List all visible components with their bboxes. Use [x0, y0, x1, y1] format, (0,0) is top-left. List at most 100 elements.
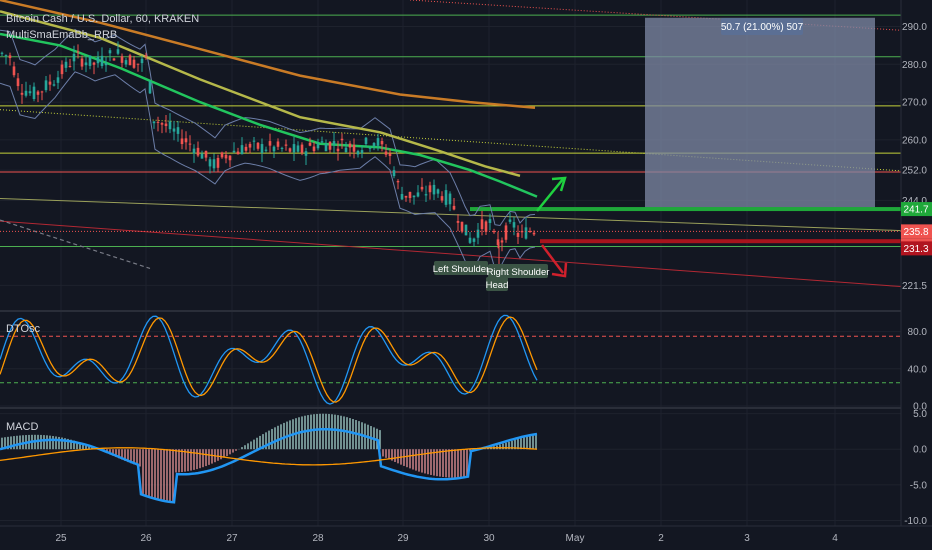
- candle-body: [252, 140, 256, 142]
- candle-body: [184, 138, 188, 143]
- price-tag-current-background: [901, 224, 932, 239]
- time-tick-label: 28: [312, 533, 324, 544]
- candle-body: [28, 91, 32, 94]
- time-tick-label: 30: [483, 533, 495, 544]
- candle-body: [196, 147, 200, 156]
- candle-body: [224, 154, 228, 159]
- candle-body: [8, 55, 12, 59]
- candle-body: [212, 159, 216, 169]
- bollinger-lower: [0, 71, 536, 270]
- candle-body: [268, 141, 272, 146]
- candle-body: [492, 231, 496, 233]
- dtosc-tick-label: 40.0: [908, 364, 928, 375]
- candle-body: [44, 80, 48, 91]
- macd-title: MACD: [6, 421, 38, 433]
- target-label-background: [721, 18, 803, 35]
- dtosc-slow-line: [0, 316, 538, 403]
- candle-body: [144, 55, 148, 57]
- price-tick-label: 290.0: [902, 22, 927, 33]
- candle-body: [296, 145, 300, 152]
- time-tick-label: 4: [832, 533, 838, 544]
- candle-body: [20, 92, 24, 95]
- candle-body: [56, 77, 60, 83]
- candle-body: [328, 141, 332, 150]
- candle-body: [152, 121, 156, 124]
- dtosc-pane[interactable]: [0, 314, 901, 405]
- trend-line-olive: [0, 197, 902, 232]
- candle-body: [332, 141, 336, 145]
- candle-body: [360, 150, 364, 154]
- macd-pane[interactable]: [0, 413, 538, 504]
- candle-body: [428, 185, 432, 193]
- price-pane[interactable]: 50.7 (21.00%) 507 Left Shoulder Head Right …: [0, 0, 902, 291]
- trend-line-red-dotted: [409, 0, 902, 31]
- candle-body: [4, 55, 8, 57]
- candle-body: [472, 238, 476, 242]
- candle-body: [72, 53, 76, 62]
- candle-body: [16, 78, 20, 87]
- candle-body: [64, 61, 68, 68]
- candle-body: [200, 153, 204, 159]
- candle-body: [84, 62, 88, 66]
- candle-body: [36, 91, 40, 95]
- time-tick-label: 2: [658, 533, 664, 544]
- candle-body: [12, 66, 16, 76]
- candle-body: [476, 229, 480, 238]
- target-label: 50.7 (21.00%) 507: [721, 22, 804, 33]
- candle-body: [60, 64, 64, 75]
- candle-body: [124, 60, 128, 65]
- candle-body: [532, 232, 536, 235]
- candle-body: [48, 81, 52, 85]
- time-axis[interactable]: [0, 526, 901, 550]
- candle-body: [80, 58, 84, 67]
- time-tick-label: 26: [140, 533, 152, 544]
- candle-body: [236, 151, 240, 155]
- ma-green: [0, 32, 538, 198]
- candle-body: [160, 123, 164, 125]
- candle-body: [116, 49, 120, 54]
- bullish-arrow-head: [551, 176, 567, 192]
- candle-body: [344, 147, 348, 153]
- candle-body: [524, 227, 528, 239]
- candle-body: [188, 143, 192, 145]
- candle-body: [412, 195, 416, 198]
- time-tick-label: 29: [397, 533, 409, 544]
- pattern-label-background: [486, 277, 508, 291]
- price-tag-lower-background: [901, 241, 932, 256]
- candle-body: [456, 221, 460, 223]
- breakout-level-bar: [470, 207, 901, 212]
- price-tag-breakout: 241.7: [903, 205, 928, 216]
- target-projection-box: [645, 17, 875, 210]
- candle-body: [108, 50, 112, 54]
- candle-body: [464, 224, 468, 236]
- bearish-arrow: [541, 244, 564, 274]
- candle-body: [104, 63, 108, 66]
- candle-body: [292, 144, 296, 153]
- time-tick-label: 3: [744, 533, 750, 544]
- candle-body: [320, 141, 324, 143]
- candle-body: [132, 59, 136, 68]
- candle-body: [496, 239, 500, 246]
- candle-body: [100, 55, 104, 66]
- macd-line: [0, 428, 538, 504]
- ma-orange: [0, 0, 536, 109]
- candle-body: [392, 170, 396, 177]
- candle-body: [92, 62, 96, 65]
- pattern-label: Right Shoulder: [487, 267, 550, 278]
- bullish-arrow: [536, 178, 564, 212]
- dtosc-tick-label: 80.0: [908, 327, 928, 338]
- candle-body: [260, 144, 264, 153]
- candle-body: [396, 181, 400, 183]
- price-tag-lower: 231.3: [903, 244, 928, 255]
- price-axis[interactable]: [901, 0, 932, 526]
- candle-body: [364, 137, 368, 144]
- candle-body: [156, 121, 160, 123]
- candle-body: [300, 144, 304, 153]
- candle-body: [216, 157, 220, 168]
- candle-body: [88, 55, 92, 66]
- candle-body: [176, 127, 180, 134]
- candle-body: [248, 143, 252, 148]
- price-tag-current: 235.8: [903, 227, 928, 238]
- candle-body: [440, 196, 444, 201]
